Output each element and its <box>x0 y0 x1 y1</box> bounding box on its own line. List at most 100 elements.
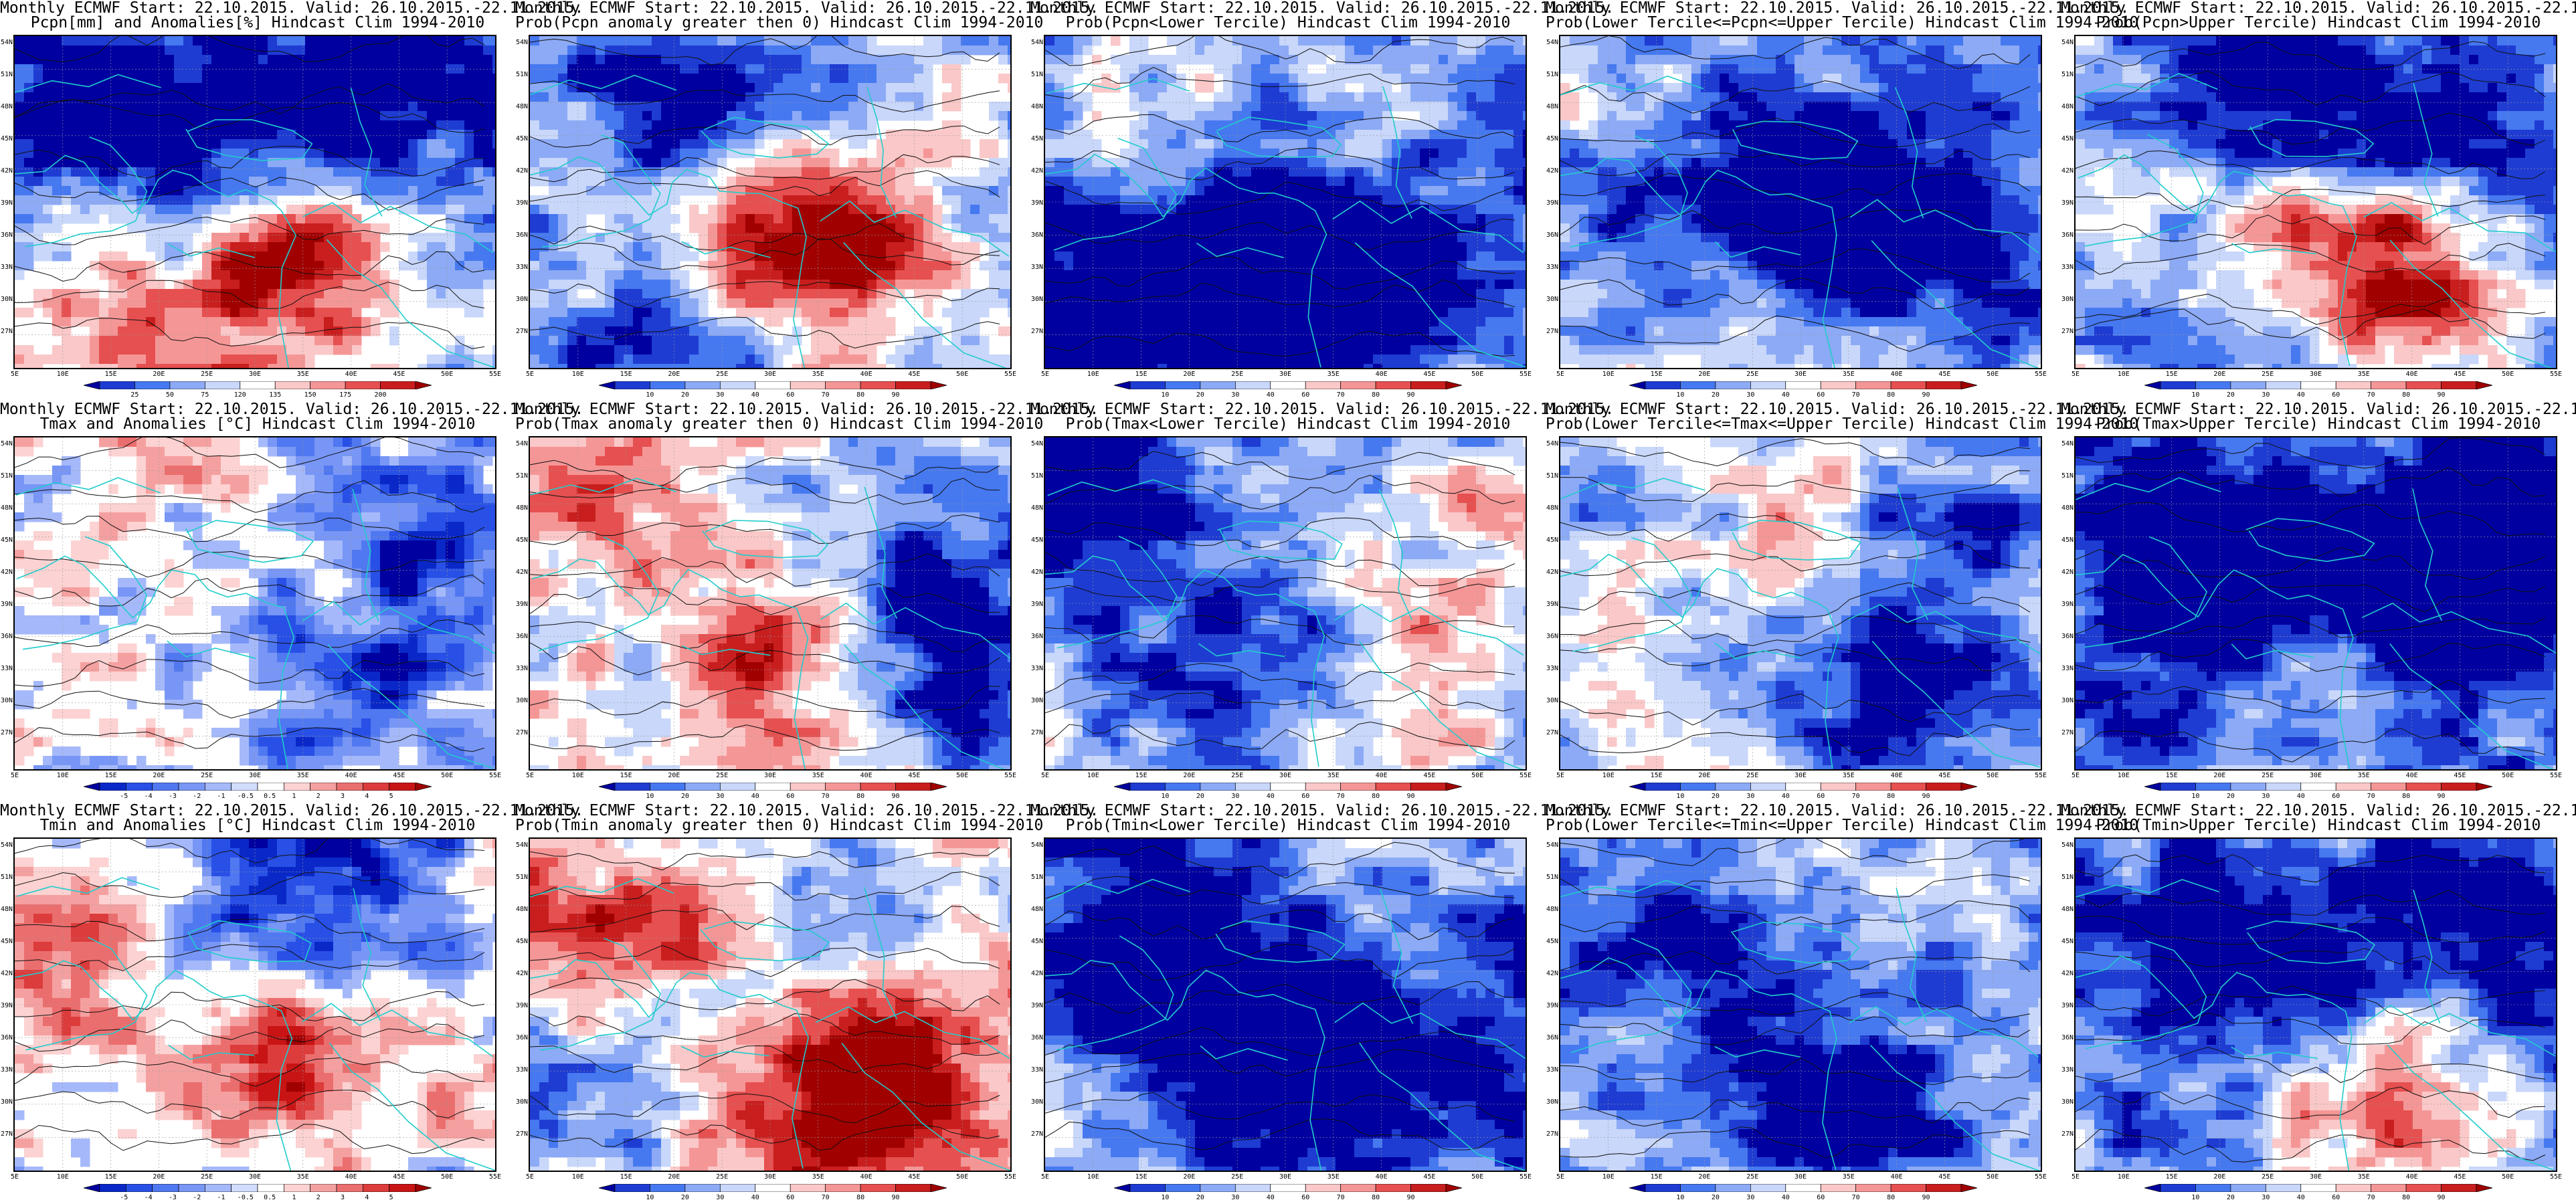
latitude-label: 42N <box>515 569 528 576</box>
longitude-label: 45E <box>1423 371 1435 378</box>
panel-title-run-info: Monthly ECMWF Start: 22.10.2015. Valid: … <box>0 401 583 417</box>
latitude-label: 51N <box>2061 874 2074 881</box>
longitude-label: 20E <box>1698 371 1710 378</box>
colorbar-tick-label: 30 <box>716 793 724 800</box>
colorbar-tick-label: 70 <box>1852 391 1860 399</box>
latitude-label: 30N <box>0 697 13 704</box>
colorbar-tick-label: 90 <box>1407 1194 1415 1201</box>
map-field-svg <box>15 839 495 1171</box>
longitude-label: 15E <box>105 772 117 779</box>
colorbar-tick-label: 40 <box>2297 1194 2305 1201</box>
map-plot <box>1044 436 1527 771</box>
colorbar-tick-label: 20 <box>1196 391 1204 399</box>
shaded-field <box>1045 839 1526 1171</box>
coastlines <box>2076 477 2556 769</box>
colorbar-tick-label: 90 <box>1922 793 1930 800</box>
longitude-label: 35E <box>1327 772 1340 779</box>
colorbar-tick-label: 90 <box>1922 391 1930 399</box>
climatology-contours <box>1045 841 1515 1150</box>
panel-title-variable: Prob(Tmax>Upper Tercile) Hindcast Clim 1… <box>2061 416 2576 432</box>
latitude-label: 45N <box>515 135 528 142</box>
latitude-label: 30N <box>0 1098 13 1106</box>
panel-title-run-info: Monthly ECMWF Start: 22.10.2015. Valid: … <box>1030 0 1614 16</box>
longitude-label: 30E <box>1795 371 1807 378</box>
colorbar-tick-label: 5 <box>389 793 393 800</box>
latitude-label: 51N <box>515 472 528 480</box>
latitude-label: 27N <box>2061 328 2074 335</box>
colorbar <box>1114 1184 1462 1192</box>
coastlines <box>1560 75 2039 368</box>
longitude-label: 35E <box>2358 772 2370 779</box>
longitude-label: 40E <box>1376 772 1388 779</box>
panel-title-run-info: Monthly ECMWF Start: 22.10.2015. Valid: … <box>515 0 1099 16</box>
colorbar-tick-label: 1 <box>292 1194 296 1201</box>
longitude-label: 15E <box>1651 371 1663 378</box>
longitude-label: 15E <box>2166 371 2178 378</box>
latitude-label: 54N <box>0 440 13 447</box>
longitude-label: 45E <box>908 371 920 378</box>
map-field-svg <box>1045 839 1526 1171</box>
latitude-label: 39N <box>0 601 13 608</box>
longitude-label: 15E <box>105 371 117 378</box>
map-plot <box>2074 35 2557 369</box>
latitude-label: 33N <box>2061 264 2074 271</box>
colorbar-tick-label: 70 <box>1852 793 1860 800</box>
longitude-label: 5E <box>2072 1173 2080 1181</box>
longitude-label: 30E <box>2310 772 2322 779</box>
colorbar-tick-label: 30 <box>716 391 724 399</box>
colorbar-tick-label: 30 <box>2262 391 2270 399</box>
colorbar-tick-label: -0.5 <box>238 1194 254 1201</box>
map-field-svg <box>2076 437 2556 769</box>
coastlines <box>1560 478 2041 769</box>
latitude-label: 54N <box>515 440 528 447</box>
latitude-label: 51N <box>0 874 13 881</box>
latitude-label: 45N <box>2061 135 2074 142</box>
longitude-label: 5E <box>1556 772 1564 779</box>
longitude-label: 30E <box>2310 371 2322 378</box>
latitude-label: 45N <box>2061 938 2074 945</box>
colorbar-tick-label: 3 <box>341 793 345 800</box>
panel-title-run-info: Monthly ECMWF Start: 22.10.2015. Valid: … <box>515 401 1099 417</box>
longitude-label: 25E <box>201 371 213 378</box>
latitude-label: 36N <box>2061 633 2074 640</box>
panel-title-variable: Prob(Tmin>Upper Tercile) Hindcast Clim 1… <box>2061 817 2576 833</box>
longitude-label: 50E <box>1471 371 1483 378</box>
longitude-label: 10E <box>572 772 584 779</box>
map-field-svg <box>530 839 1010 1171</box>
map-field-svg <box>2076 36 2556 368</box>
colorbar-tick-label: 70 <box>822 1194 830 1201</box>
panel-title-run-info: Monthly ECMWF Start: 22.10.2015. Valid: … <box>0 803 583 819</box>
longitude-label: 40E <box>860 371 872 378</box>
colorbar-tick-label: 200 <box>375 391 387 399</box>
colorbar-tick-label: 80 <box>856 1194 864 1201</box>
longitude-label: 40E <box>860 1173 872 1181</box>
latitude-label: 48N <box>1030 504 1043 512</box>
map-plot <box>2074 436 2557 771</box>
map-panel-pcpn-prob-pos: Monthly ECMWF Start: 22.10.2015. Valid: … <box>515 0 1099 401</box>
longitude-label: 15E <box>105 1173 117 1181</box>
longitude-label: 55E <box>1004 371 1016 378</box>
colorbar-tick-label: -2 <box>193 793 201 800</box>
latitude-label: 42N <box>0 167 13 175</box>
colorbar-tick-label: 80 <box>1372 1194 1380 1201</box>
latitude-label: 54N <box>515 841 528 849</box>
colorbar-tick-label: 10 <box>1161 793 1169 800</box>
latitude-label: 42N <box>1546 970 1558 977</box>
latitude-label: 33N <box>2061 665 2074 672</box>
colorbar-tick-label: 25 <box>130 391 139 399</box>
longitude-label: 50E <box>2502 1173 2514 1181</box>
colorbar-tick-label: 30 <box>1231 793 1239 800</box>
latitude-label: 48N <box>1030 906 1043 913</box>
map-plot <box>529 837 1012 1172</box>
longitude-label: 5E <box>1041 1173 1049 1181</box>
latitude-label: 30N <box>1030 697 1043 704</box>
longitude-label: 35E <box>1843 371 1855 378</box>
latitude-label: 36N <box>0 633 13 640</box>
colorbar-tick-label: -3 <box>169 793 177 800</box>
colorbar-tick-label: 40 <box>2297 793 2305 800</box>
colorbar-tick-label: 0.5 <box>264 793 276 800</box>
colorbar-tick-label: 0.5 <box>264 1194 276 1201</box>
longitude-label: 15E <box>2166 1173 2178 1181</box>
longitude-label: 45E <box>393 1173 405 1181</box>
colorbar-tick-label: 80 <box>2402 1194 2410 1201</box>
